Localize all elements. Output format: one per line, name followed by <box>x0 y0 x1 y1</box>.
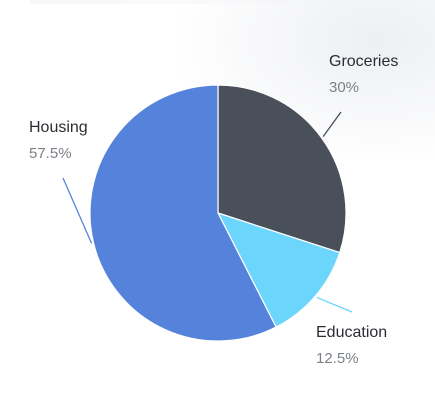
slice-label-housing: Housing <box>29 120 88 136</box>
slice-value-education: 12.5% <box>316 351 359 366</box>
pie-slices <box>90 85 346 341</box>
leader-line-groceries <box>323 112 341 137</box>
slice-value-housing: 57.5% <box>29 146 72 161</box>
slice-value-groceries: 30% <box>329 80 359 95</box>
slice-label-groceries: Groceries <box>329 54 398 70</box>
leader-line-education <box>317 297 352 312</box>
leader-line-housing <box>63 178 92 243</box>
slice-label-education: Education <box>316 325 387 341</box>
